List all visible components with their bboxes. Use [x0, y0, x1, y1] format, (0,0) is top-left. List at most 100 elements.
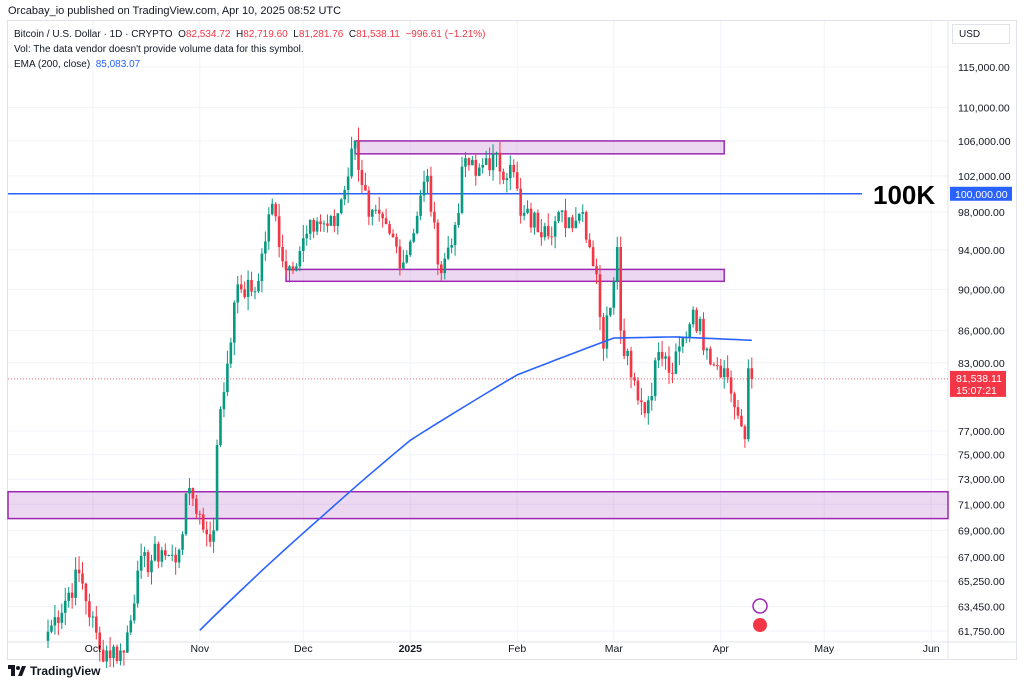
candle: [522, 204, 526, 221]
candle: [108, 637, 112, 668]
candle-body: [343, 189, 346, 200]
candle: [243, 281, 246, 299]
candle-body: [46, 631, 50, 641]
candle-body: [467, 158, 471, 166]
candle-body: [195, 498, 198, 514]
candle: [678, 335, 681, 366]
tradingview-logo[interactable]: TradingView: [8, 664, 100, 678]
candle-body: [519, 188, 522, 216]
candle: [726, 355, 729, 383]
candle-body: [215, 445, 219, 531]
x-tick-label: Apr: [713, 643, 730, 655]
candle-body: [222, 392, 226, 410]
candle: [381, 211, 384, 228]
candle-body: [381, 213, 384, 219]
candle: [81, 562, 84, 590]
publisher-line: Orcabay_io published on TradingView.com,…: [8, 5, 342, 17]
candle: [667, 346, 671, 385]
candle-body: [184, 493, 188, 535]
candle-body: [491, 153, 495, 171]
candle: [650, 382, 654, 411]
candle: [222, 382, 226, 418]
candle-body: [212, 530, 215, 542]
candle-body: [598, 274, 602, 318]
support-resistance-zone: [7, 490, 949, 520]
candle-body: [243, 289, 246, 297]
candle: [208, 521, 212, 547]
candle: [250, 271, 253, 297]
candle-body: [167, 554, 171, 556]
candle-body: [229, 342, 233, 364]
candle: [215, 439, 219, 532]
candle: [664, 352, 667, 370]
candle: [84, 582, 88, 615]
candle: [302, 225, 305, 263]
symbol-title: Bitcoin / U.S. Dollar · 1D · CRYPTO: [14, 29, 173, 40]
candle: [260, 248, 264, 293]
candle: [453, 221, 457, 256]
candle: [674, 343, 678, 375]
candle-body: [295, 266, 298, 271]
candle: [160, 546, 164, 568]
candle-body: [319, 221, 322, 225]
ema-value: 85,083.07: [95, 59, 141, 70]
candle: [743, 424, 747, 448]
candle-body: [722, 368, 726, 378]
candle-body: [443, 258, 447, 274]
candle: [326, 214, 329, 233]
candle: [170, 544, 174, 562]
candle: [53, 604, 57, 635]
candle: [595, 258, 598, 285]
candle-body: [277, 216, 281, 248]
candle-body: [364, 185, 367, 191]
candle: [519, 177, 522, 224]
candle: [236, 276, 240, 314]
candle-body: [274, 203, 277, 217]
candle-body: [398, 246, 402, 269]
candle-body: [698, 318, 702, 332]
candle-body: [629, 350, 633, 378]
candle: [657, 342, 660, 368]
candle-body: [477, 167, 481, 176]
candle-body: [312, 219, 315, 232]
candle-body: [77, 569, 81, 574]
candle: [426, 168, 429, 194]
candle: [609, 307, 612, 318]
candle: [733, 391, 736, 420]
candle-body: [671, 372, 674, 374]
candle: [564, 198, 567, 238]
candle-body: [70, 592, 74, 598]
candle-body: [719, 365, 723, 378]
candle: [115, 644, 119, 664]
candle-body: [357, 140, 360, 170]
candle: [481, 158, 484, 174]
candle-body: [339, 199, 343, 214]
x-tick-label: Mar: [605, 643, 624, 655]
candle: [671, 362, 674, 384]
candle-body: [139, 555, 143, 571]
candle: [350, 136, 353, 179]
candle: [188, 478, 191, 506]
candle-body: [557, 212, 560, 222]
candle: [553, 215, 557, 249]
candle-body: [405, 254, 409, 263]
candle: [502, 168, 505, 185]
candle: [557, 210, 560, 224]
candle-body: [533, 212, 536, 228]
candle: [98, 626, 102, 662]
candle-body: [374, 209, 378, 211]
candle: [312, 217, 315, 239]
currency-selector[interactable]: USD: [952, 24, 1010, 44]
candle-body: [712, 364, 716, 366]
candle: [412, 228, 415, 244]
candle-body: [426, 175, 429, 182]
candle: [540, 218, 543, 246]
x-tick-label: Nov: [190, 643, 209, 655]
candle: [195, 494, 198, 519]
candle: [446, 235, 450, 261]
candle: [640, 387, 643, 416]
candle-body: [750, 368, 754, 379]
tradingview-logo-icon: [8, 665, 26, 676]
candle-body: [588, 239, 591, 248]
